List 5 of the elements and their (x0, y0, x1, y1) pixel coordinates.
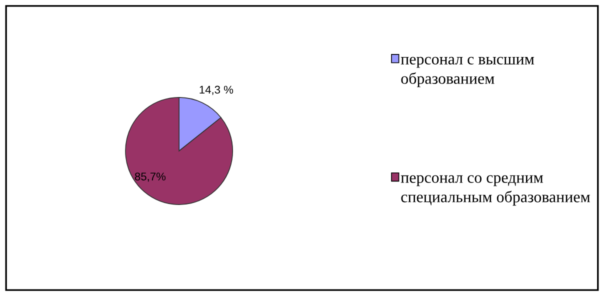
legend-label: персонал со средним специальным образованием (400, 175, 590, 206)
data-label: 85,7% (134, 172, 166, 182)
legend-label: персонал с высшим образованием (400, 56, 534, 88)
data-label: 14,3 % (200, 86, 234, 95)
pie-slice (125, 96, 234, 205)
